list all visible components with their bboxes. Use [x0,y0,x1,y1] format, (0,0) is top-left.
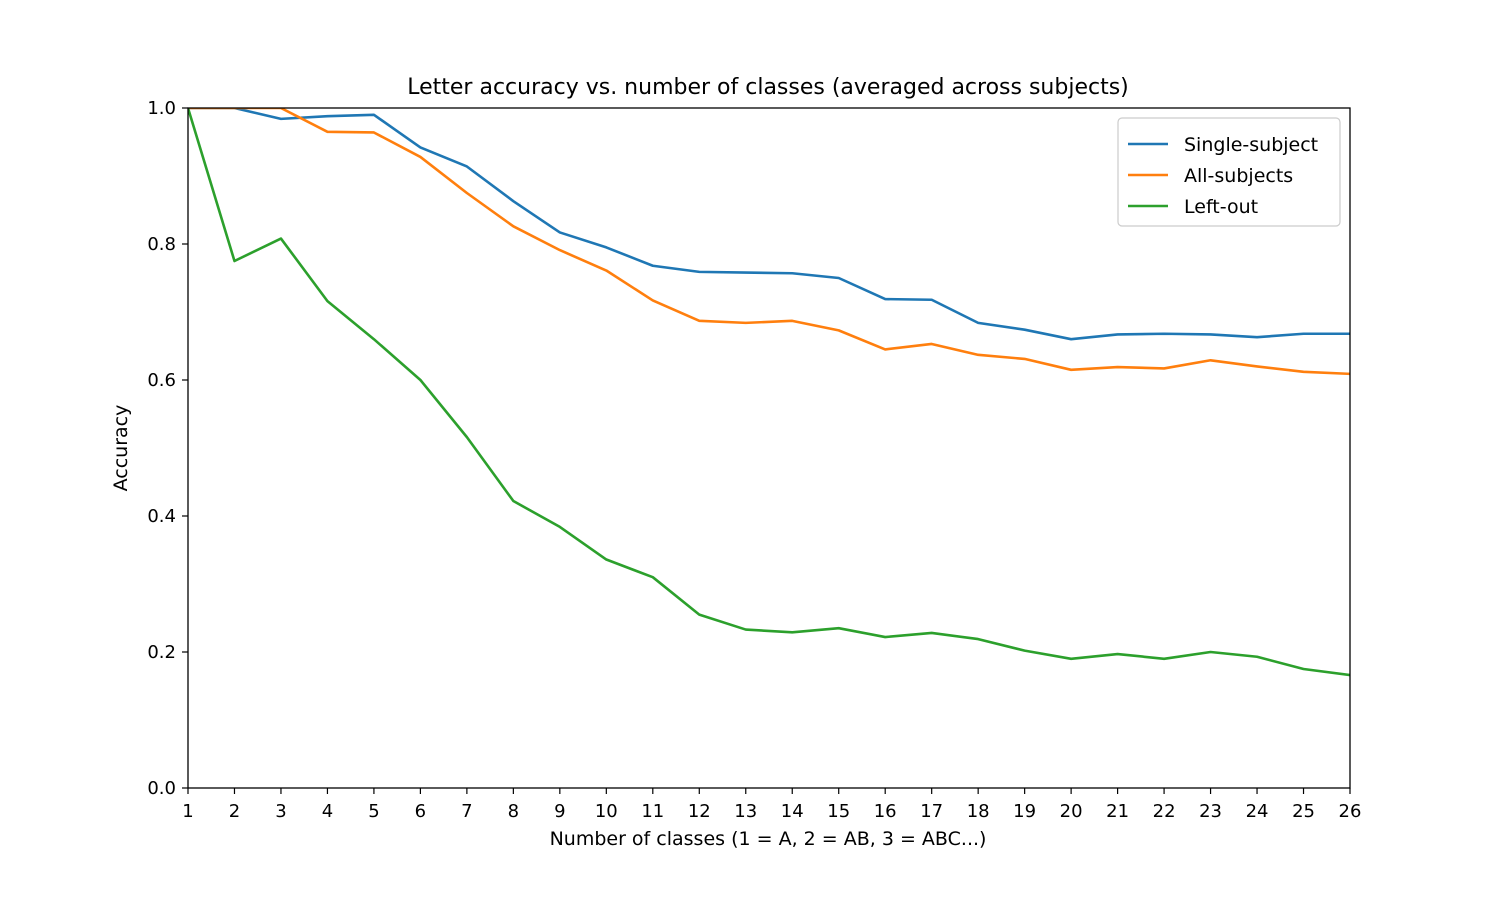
x-tick-label: 24 [1246,801,1269,822]
x-tick-label: 9 [554,801,565,822]
x-tick-label: 3 [275,801,286,822]
series-line-all-subjects [188,108,1350,376]
x-tick-label: 12 [688,801,711,822]
x-tick-label: 2 [229,801,240,822]
x-tick-label: 14 [781,801,804,822]
x-tick-label: 8 [508,801,519,822]
series-line-left-out [188,108,1350,677]
legend-label-all-subjects: All-subjects [1184,165,1293,187]
x-tick-label: 10 [595,801,618,822]
x-tick-label: 16 [874,801,897,822]
legend-label-left-out: Left-out [1184,196,1258,218]
y-tick-label: 0.6 [147,370,176,391]
y-tick-label: 0.0 [147,778,176,799]
chart-title: Letter accuracy vs. number of classes (a… [407,75,1129,100]
y-tick-label: 0.4 [147,506,176,527]
x-tick-label: 22 [1153,801,1176,822]
x-tick-label: 23 [1199,801,1222,822]
x-tick-label: 13 [734,801,757,822]
legend-label-single-subject: Single-subject [1184,134,1318,156]
x-tick-label: 26 [1339,801,1362,822]
plot-frame [187,107,1351,789]
y-tick-label: 0.8 [147,234,176,255]
x-tick-label: 18 [967,801,990,822]
x-tick-label: 25 [1292,801,1315,822]
series-line-single-subject [188,108,1350,341]
x-tick-label: 7 [461,801,472,822]
y-tick-label: 1.0 [147,98,176,119]
x-tick-label: 11 [641,801,664,822]
axes-layer: 1 2 3 4 5 6 7 8 9 10 11 12 13 14 15 16 17 18 19 20 21 22 23 24 2… [147,98,1361,822]
x-tick-label: 19 [1013,801,1036,822]
x-tick-label: 5 [368,801,379,822]
legend: Single-subject All-subjects Left-out [1117,117,1341,227]
x-tick-label: 21 [1106,801,1129,822]
x-tick-label: 15 [827,801,850,822]
y-tick-label: 0.2 [147,642,176,663]
x-axis-title: Number of classes (1 = A, 2 = AB, 3 = AB… [550,828,987,850]
legend-box [1117,117,1341,227]
x-tick-label: 4 [322,801,333,822]
x-tick-label: 20 [1060,801,1083,822]
series-layer [188,108,1350,677]
x-tick-label: 17 [920,801,943,822]
x-tick-label: 1 [182,801,193,822]
x-tick-label: 6 [415,801,426,822]
y-axis-title: Accuracy [110,405,132,492]
